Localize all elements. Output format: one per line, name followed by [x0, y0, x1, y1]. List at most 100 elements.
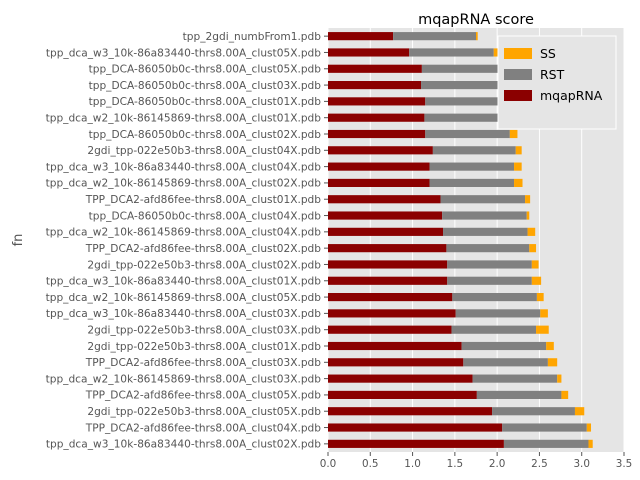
bar-ss-17	[540, 309, 548, 318]
bar-mqaprna-17	[328, 309, 456, 318]
bar-rst-11	[442, 211, 527, 220]
legend-swatch-rst	[504, 69, 532, 80]
bar-ss-7	[515, 146, 522, 155]
bar-ss-10	[525, 195, 531, 204]
bar-mqaprna-11	[328, 211, 443, 220]
bar-mqaprna-8	[328, 162, 430, 171]
bar-mqaprna-13	[328, 244, 447, 253]
bar-mqaprna-5	[328, 113, 425, 122]
bar-rst-25	[503, 439, 589, 448]
bar-rst-12	[443, 227, 528, 236]
bar-rst-2	[421, 64, 499, 73]
x-tick-label: 3.5	[616, 458, 633, 470]
x-tick-label: 0.0	[320, 458, 337, 470]
category-label: 2gdi_tpp-022e50b3-thrs8.00A_clust04X.pdb	[87, 145, 321, 157]
category-label: tpp_dca_w3_10k-86a83440-thrs8.00A_clust0…	[46, 47, 321, 59]
bar-mqaprna-1	[328, 48, 410, 57]
bar-mqaprna-10	[328, 195, 441, 204]
category-label: 2gdi_tpp-022e50b3-thrs8.00A_clust05X.pdb	[87, 406, 321, 418]
category-label: tpp_dca_w2_10k-86145869-thrs8.00A_clust0…	[46, 373, 322, 385]
bar-rst-21	[472, 374, 558, 383]
bar-rst-14	[447, 260, 532, 269]
bar-rst-5	[424, 113, 509, 122]
bar-mqaprna-23	[328, 407, 493, 416]
bar-mqaprna-25	[328, 439, 504, 448]
bar-rst-1	[409, 48, 494, 57]
category-label: tpp_dca_w3_10k-86a83440-thrs8.00A_clust0…	[46, 308, 321, 320]
bar-ss-6	[509, 129, 518, 139]
bar-ss-19	[546, 341, 554, 351]
bar-rst-4	[425, 97, 508, 106]
bar-mqaprna-9	[328, 178, 430, 187]
bar-ss-15	[531, 276, 542, 285]
bar-ss-0	[476, 32, 478, 41]
bar-ss-1	[493, 48, 501, 57]
legend-label-rst: RST	[540, 67, 565, 82]
bar-mqaprna-18	[328, 325, 452, 334]
bar-ss-25	[588, 439, 593, 448]
bar-rst-16	[452, 293, 537, 302]
bar-rst-13	[446, 244, 530, 253]
legend-label-mqaprna: mqapRNA	[540, 88, 603, 103]
bar-rst-19	[461, 341, 547, 351]
category-label: tpp_dca_w2_10k-86145869-thrs8.00A_clust0…	[46, 292, 322, 304]
bar-mqaprna-12	[328, 227, 444, 236]
bar-rst-22	[476, 390, 562, 399]
bar-mqaprna-3	[328, 81, 422, 90]
bar-mqaprna-16	[328, 293, 453, 302]
bar-rst-9	[429, 178, 515, 187]
category-label: TPP_DCA2-afd86fee-thrs8.00A_clust05X.pdb	[85, 390, 322, 402]
bar-mqaprna-15	[328, 276, 448, 285]
bar-mqaprna-6	[328, 129, 426, 139]
y-axis-label: fn	[11, 234, 26, 247]
bar-mqaprna-4	[328, 97, 426, 106]
x-tick-label: 3.0	[573, 458, 590, 470]
bar-rst-3	[421, 81, 500, 90]
bar-ss-11	[526, 211, 530, 220]
bar-mqaprna-20	[328, 358, 464, 367]
bar-mqaprna-19	[328, 341, 462, 351]
category-label: tpp_DCA-86050b0c-thrs8.00A_clust04X.pdb	[89, 210, 322, 222]
bar-rst-23	[492, 407, 575, 416]
legend-swatch-mqaprna	[504, 90, 532, 101]
bar-ss-24	[586, 423, 592, 432]
category-label: TPP_DCA2-afd86fee-thrs8.00A_clust02X.pdb	[85, 243, 322, 255]
category-label: tpp_DCA-86050b0c-thrs8.00A_clust05X.pdb	[89, 64, 322, 76]
category-label: tpp_DCA-86050b0c-thrs8.00A_clust03X.pdb	[89, 80, 322, 92]
category-label: tpp_DCA-86050b0c-thrs8.00A_clust02X.pdb	[89, 129, 322, 141]
x-tick-label: 1.5	[447, 458, 464, 470]
bar-mqaprna-24	[328, 423, 503, 432]
bar-mqaprna-22	[328, 390, 477, 399]
x-tick-label: 2.5	[531, 458, 548, 470]
bar-rst-20	[463, 358, 548, 367]
bar-rst-0	[393, 32, 476, 41]
bar-ss-12	[527, 227, 536, 236]
legend-label-ss: SS	[540, 46, 556, 61]
bar-ss-18	[536, 325, 549, 334]
bar-ss-14	[531, 260, 539, 269]
category-label: tpp_dca_w3_10k-86a83440-thrs8.00A_clust0…	[46, 439, 321, 451]
bar-rst-15	[447, 276, 532, 285]
legend-swatch-ss	[504, 48, 532, 59]
bar-mqaprna-2	[328, 64, 422, 73]
bar-ss-20	[547, 358, 558, 367]
category-label: tpp_dca_w3_10k-86a83440-thrs8.00A_clust0…	[46, 276, 321, 288]
category-label: tpp_dca_w2_10k-86145869-thrs8.00A_clust0…	[46, 178, 322, 190]
bar-ss-9	[514, 178, 523, 187]
bar-mqaprna-14	[328, 260, 448, 269]
category-label: tpp_dca_w3_10k-86a83440-thrs8.00A_clust0…	[46, 161, 321, 173]
category-label: 2gdi_tpp-022e50b3-thrs8.00A_clust01X.pdb	[87, 341, 321, 353]
category-label: TPP_DCA2-afd86fee-thrs8.00A_clust03X.pdb	[85, 357, 322, 369]
category-label: 2gdi_tpp-022e50b3-thrs8.00A_clust03X.pdb	[87, 324, 321, 336]
bar-ss-8	[514, 162, 522, 171]
bar-rst-6	[425, 129, 510, 139]
category-label: TPP_DCA2-afd86fee-thrs8.00A_clust01X.pdb	[85, 194, 322, 206]
x-tick-label: 2.0	[489, 458, 506, 470]
bar-rst-18	[451, 325, 537, 334]
bar-mqaprna-0	[328, 32, 394, 41]
x-tick-label: 1.0	[404, 458, 421, 470]
category-label: tpp_dca_w2_10k-86145869-thrs8.00A_clust0…	[46, 112, 322, 124]
category-label: TPP_DCA2-afd86fee-thrs8.00A_clust04X.pdb	[85, 422, 322, 434]
category-label: tpp_2gdi_numbFrom1.pdb	[183, 31, 322, 43]
